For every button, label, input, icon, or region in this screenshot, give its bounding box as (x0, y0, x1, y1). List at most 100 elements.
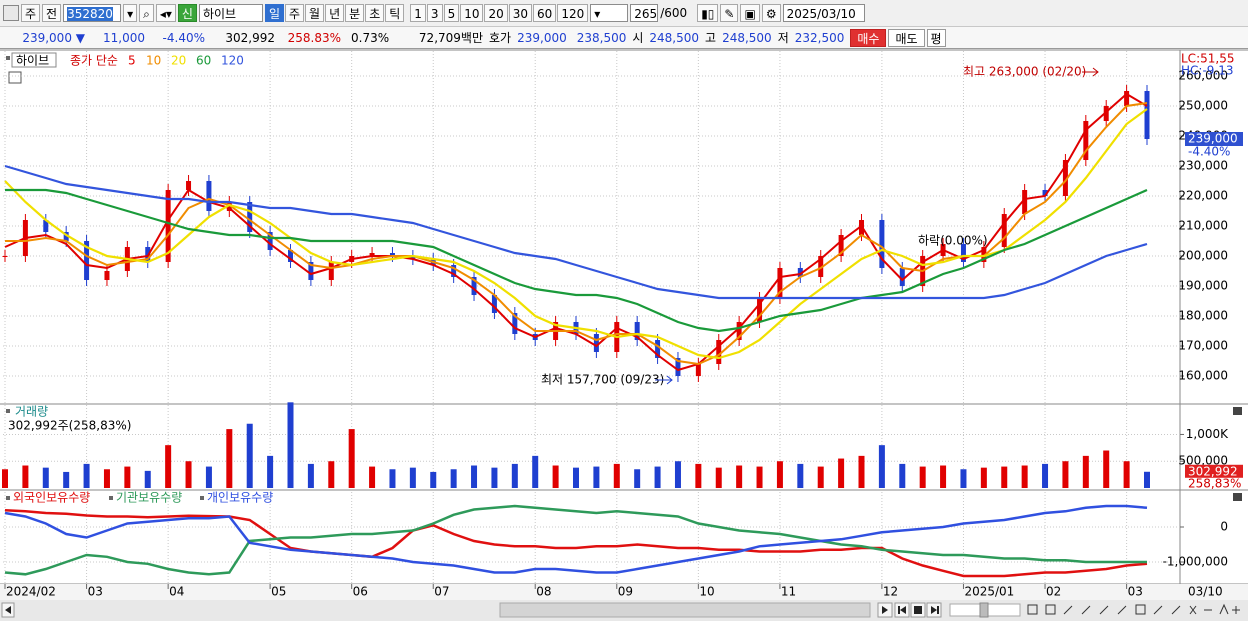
interval-button[interactable]: 1 (410, 4, 426, 22)
quote-low: 232,500 (794, 30, 845, 45)
candle (247, 202, 253, 232)
x-tick-label: 02 (1046, 585, 1061, 599)
draw-button[interactable]: ✎ (720, 4, 739, 22)
y-tick-label: 500,000 (1178, 454, 1228, 468)
candle (716, 340, 722, 364)
panel-close[interactable] (1233, 493, 1242, 501)
candle (206, 181, 212, 211)
tool-icon[interactable] (1045, 604, 1056, 615)
volume-bar (144, 470, 151, 488)
candle (797, 268, 803, 277)
tool-icon[interactable] (1153, 603, 1240, 615)
y-tick-label: 230,000 (1178, 159, 1228, 173)
tool-icon[interactable] (1027, 604, 1038, 615)
settings-button[interactable]: ⚙ (761, 4, 781, 22)
volume-bar (858, 455, 865, 488)
quote-high: 248,500 (722, 30, 772, 45)
sell-button[interactable]: 매도 (888, 28, 925, 47)
legend-icon (200, 496, 204, 500)
prev-button[interactable]: 전 (42, 4, 62, 22)
dropdown[interactable]: ▾ (123, 4, 138, 22)
period-button[interactable]: 년 (325, 4, 345, 22)
legend-label: 기관보유수량 (116, 491, 182, 505)
legend-icon[interactable] (8, 71, 22, 84)
quote-amount: 72,709백만 (418, 31, 483, 45)
buy-button[interactable]: 매수 (850, 28, 887, 47)
candle (655, 340, 661, 358)
scroll-thumb[interactable] (499, 602, 871, 618)
period-button[interactable]: 초 (365, 4, 385, 22)
candle (634, 322, 640, 340)
date-input[interactable]: 2025/03/10 (782, 4, 865, 22)
volume-bar (715, 467, 722, 488)
interval-button[interactable]: 120 (557, 4, 589, 22)
candle (1001, 214, 1007, 247)
scroll-left-icon (5, 606, 11, 614)
candle (186, 181, 192, 190)
last-volume-tag (1185, 464, 1243, 478)
tool-icon[interactable] (1063, 605, 1127, 615)
candle (84, 241, 90, 280)
period-button[interactable]: 틱 (385, 4, 405, 22)
volume-bar (940, 465, 947, 488)
avg-button[interactable]: 평 (926, 28, 946, 47)
legend-label: 개인보유수량 (207, 491, 273, 505)
y-tick-label: 220,000 (1178, 189, 1228, 203)
volume-bar (552, 465, 559, 488)
x-tick-label: 12 (883, 585, 898, 599)
interval-button[interactable]: 20 (484, 4, 508, 22)
candle (757, 298, 763, 322)
ma-line (4, 164, 1148, 300)
interval-button[interactable]: 60 (533, 4, 557, 22)
x-tick-label: 2024/02 (6, 585, 56, 599)
last-volume-change: 258,83% (1188, 476, 1241, 490)
quote-change-pct: -4.40% (162, 30, 205, 45)
volume-bar (63, 471, 70, 488)
period-button[interactable]: 주 (285, 4, 305, 22)
count-input[interactable]: 265 (630, 4, 659, 22)
period-button[interactable]: 분 (345, 4, 365, 22)
menu-icon[interactable] (3, 5, 19, 21)
quote-ask: 239,000 (517, 30, 567, 45)
candle (879, 220, 885, 268)
panel-close[interactable] (1233, 407, 1242, 415)
candle (288, 250, 293, 262)
scroll-right-icon (882, 606, 888, 614)
volume-title: 거래량 (15, 405, 48, 419)
market-select[interactable]: 주 (21, 4, 41, 22)
x-tick-label: 11 (781, 585, 796, 599)
volume-bar (185, 461, 192, 488)
volume-bar (165, 445, 172, 488)
y-tick-label: 170,000 (1178, 339, 1228, 353)
zoom-thumb[interactable] (979, 602, 989, 618)
legend-icon (6, 409, 10, 413)
interval-button[interactable]: 3 (426, 4, 443, 22)
tool-icons[interactable] (1027, 603, 1240, 615)
name-input[interactable]: 하이브 (198, 4, 263, 22)
volume-bar (919, 466, 926, 488)
new-badge[interactable]: 신 (177, 4, 197, 22)
candle (267, 232, 273, 250)
interval-button[interactable]: 30 (508, 4, 533, 22)
volume-bar (450, 469, 457, 488)
annotation-arrow (655, 375, 673, 385)
sound-button[interactable]: ◂▾ (155, 4, 176, 22)
period-button[interactable]: 일 (264, 4, 284, 22)
code-input[interactable]: 352820 (67, 7, 113, 21)
save-button[interactable]: ▣ (740, 4, 760, 22)
candle (410, 256, 416, 259)
volume-bar (797, 463, 804, 488)
interval-input[interactable]: ▾ (590, 4, 629, 22)
tool-icon[interactable] (1135, 604, 1146, 615)
search-button[interactable]: ⌕ (139, 4, 154, 22)
volume-bar (980, 467, 987, 488)
candle (1062, 160, 1068, 196)
chart-type-button[interactable]: ▮▯ (697, 4, 719, 22)
volume-bar (205, 466, 212, 488)
price-title: 하이브 (16, 54, 49, 68)
interval-button[interactable]: 5 (443, 4, 460, 22)
period-button[interactable]: 월 (305, 4, 325, 22)
legend-label: 5 (128, 54, 136, 68)
interval-button[interactable]: 10 (460, 4, 484, 22)
volume-bar (776, 461, 783, 488)
